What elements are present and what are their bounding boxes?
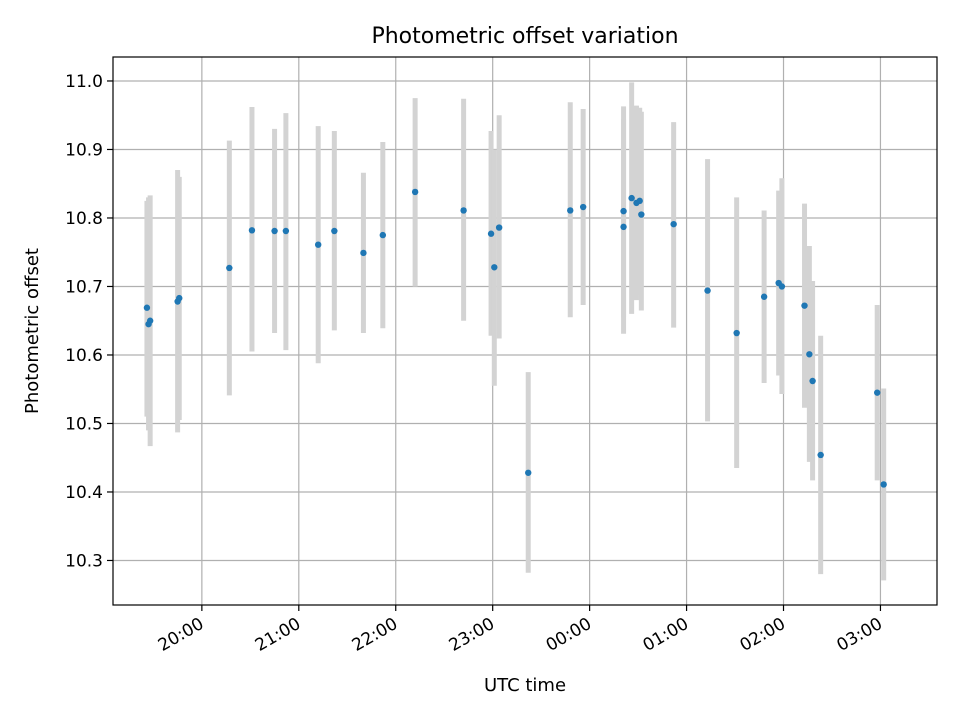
y-tick-label: 10.9 — [65, 140, 103, 160]
plot-area-frame — [112, 56, 938, 606]
data-point — [579, 203, 587, 211]
x-tick-label: 21:00 — [252, 614, 304, 656]
data-point — [567, 207, 574, 214]
data-point — [733, 329, 740, 337]
data-point — [282, 227, 290, 235]
data-point — [491, 264, 498, 271]
data-point — [628, 194, 635, 202]
data-point — [778, 283, 786, 290]
data-point — [495, 224, 503, 231]
data-point — [760, 293, 768, 300]
data-point — [460, 207, 467, 214]
data-point — [638, 211, 645, 218]
x-tick-label: 03:00 — [834, 614, 886, 656]
data-point — [487, 230, 495, 237]
data-point — [146, 317, 154, 324]
data-point — [176, 294, 183, 302]
y-axis-ticks: 10.3 10.4 10.5 10.6 10.7 10.8 10.9 11.0 — [65, 72, 113, 571]
x-tick-label: 02:00 — [737, 614, 789, 656]
error-bars — [144, 82, 887, 581]
y-tick-label: 10.5 — [65, 414, 103, 434]
x-tick-label: 01:00 — [640, 614, 692, 656]
y-tick-label: 11.0 — [65, 72, 103, 92]
data-point — [880, 481, 887, 488]
data-point — [143, 304, 151, 311]
data-point — [801, 302, 808, 309]
x-tick-label: 00:00 — [543, 614, 595, 656]
x-tick-label: 20:00 — [155, 614, 207, 656]
y-axis-label: Photometric offset — [22, 248, 43, 414]
grid — [113, 57, 937, 605]
data-point — [226, 264, 233, 272]
data-point — [670, 220, 677, 228]
y-tick-label: 10.4 — [65, 483, 103, 503]
data-point — [525, 469, 532, 476]
x-tick-label: 22:00 — [349, 614, 401, 656]
data-point — [271, 227, 278, 235]
x-axis-ticks: 20:00 21:00 22:00 23:00 00:00 01:00 02:00 03:00 — [155, 605, 886, 656]
data-point — [248, 227, 256, 234]
data-point — [620, 223, 627, 231]
y-tick-label: 10.8 — [65, 209, 103, 229]
data-point — [806, 351, 813, 358]
y-tick-label: 10.7 — [65, 277, 103, 297]
data-points — [143, 188, 887, 488]
data-point — [360, 249, 367, 257]
chart-title: Photometric offset variation — [371, 24, 678, 49]
data-point — [379, 231, 387, 239]
data-point — [809, 377, 816, 385]
x-axis-label: UTC time — [484, 675, 566, 696]
data-point — [874, 389, 881, 396]
x-tick-label: 23:00 — [446, 614, 498, 656]
data-point — [636, 197, 643, 205]
data-point — [817, 451, 824, 459]
data-point — [331, 227, 338, 235]
data-point — [620, 207, 627, 215]
data-point — [704, 287, 711, 294]
data-point — [314, 241, 322, 248]
y-tick-label: 10.6 — [65, 346, 103, 366]
data-point — [411, 188, 419, 196]
y-tick-label: 10.3 — [65, 551, 103, 571]
